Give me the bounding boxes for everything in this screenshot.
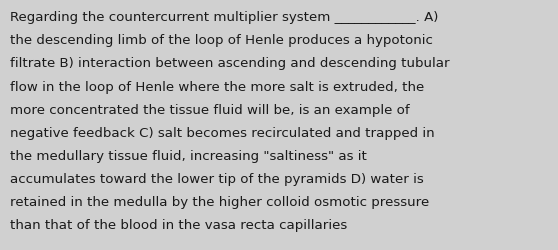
Text: retained in the medulla by the higher colloid osmotic pressure: retained in the medulla by the higher co… xyxy=(10,195,429,208)
Text: accumulates toward the lower tip of the pyramids D) water is: accumulates toward the lower tip of the … xyxy=(10,172,424,185)
Text: Regarding the countercurrent multiplier system ____________. A): Regarding the countercurrent multiplier … xyxy=(10,11,439,24)
Text: than that of the blood in the vasa recta capillaries: than that of the blood in the vasa recta… xyxy=(10,218,347,231)
Text: negative feedback C) salt becomes recirculated and trapped in: negative feedback C) salt becomes recirc… xyxy=(10,126,435,139)
Text: filtrate B) interaction between ascending and descending tubular: filtrate B) interaction between ascendin… xyxy=(10,57,450,70)
Text: more concentrated the tissue fluid will be, is an example of: more concentrated the tissue fluid will … xyxy=(10,103,410,116)
Text: the medullary tissue fluid, increasing "saltiness" as it: the medullary tissue fluid, increasing "… xyxy=(10,149,367,162)
Text: the descending limb of the loop of Henle produces a hypotonic: the descending limb of the loop of Henle… xyxy=(10,34,433,47)
Text: flow in the loop of Henle where the more salt is extruded, the: flow in the loop of Henle where the more… xyxy=(10,80,424,93)
